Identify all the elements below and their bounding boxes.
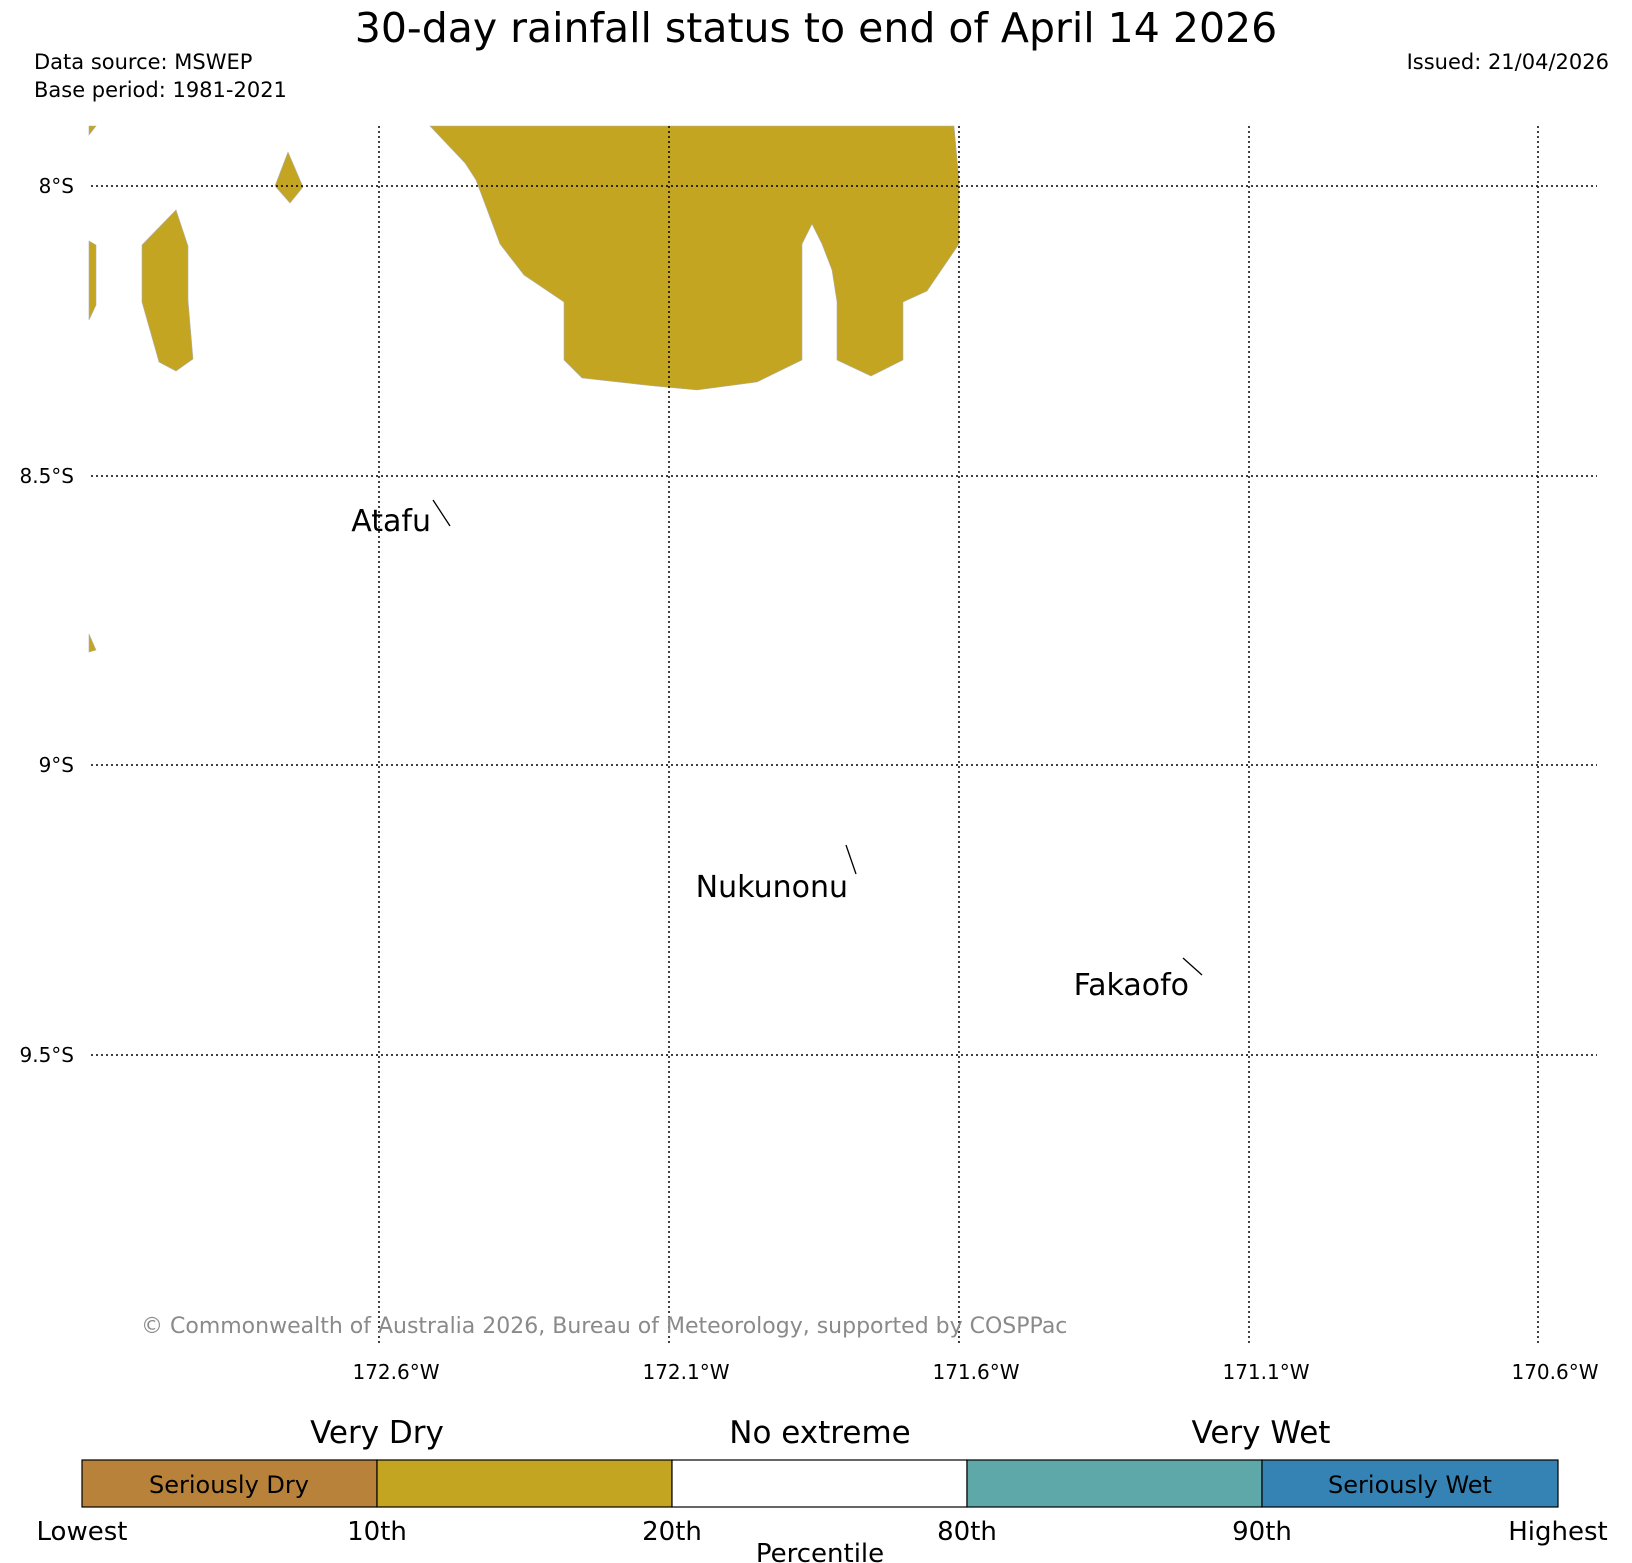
lon-label: 171.1°W: [1222, 1360, 1309, 1384]
legend-tick: 20th: [642, 1517, 702, 1547]
copyright-notice: © Commonwealth of Australia 2026, Bureau…: [141, 1314, 1067, 1339]
lat-labels: 8°S 8.5°S 9°S 9.5°S: [19, 174, 74, 1067]
legend-tick: Highest: [1508, 1517, 1608, 1547]
lon-label: 171.6°W: [932, 1360, 1019, 1384]
very-dry-region-edge-a: [88, 240, 97, 321]
legend-bin-very-wet: [966, 1459, 1263, 1508]
legend-tick: Lowest: [37, 1517, 128, 1547]
issued-date-label: Issued: 21/04/2026: [1406, 50, 1609, 74]
legend-tick: 80th: [937, 1517, 997, 1547]
base-period-label: Base period: 1981-2021: [34, 78, 287, 102]
very-dry-region-edge-b: [88, 125, 97, 136]
legend-header-very-wet: Very Wet: [1192, 1415, 1331, 1451]
legend-bin-label: Seriously Dry: [149, 1471, 309, 1499]
very-dry-region-islet-a: [274, 151, 304, 204]
nukunonu-atoll-marker: [845, 844, 857, 875]
lat-label: 8°S: [39, 174, 74, 198]
very-dry-regions: [88, 125, 960, 653]
lon-label: 172.6°W: [352, 1360, 439, 1384]
legend-tick: 10th: [347, 1517, 407, 1547]
legend: Very Dry No extreme Very Wet Seriously D…: [37, 1415, 1608, 1563]
very-dry-region-main: [429, 125, 960, 391]
fakaofo-atoll-marker: [1182, 957, 1203, 976]
lat-label: 9°S: [39, 753, 74, 777]
map-title: 30-day rainfall status to end of April 1…: [354, 4, 1278, 52]
legend-bin-seriously-wet: [1261, 1459, 1559, 1508]
lon-labels: 172.6°W 172.1°W 171.6°W 171.1°W 170.6°W: [352, 1360, 1598, 1384]
legend-header-no-extreme: No extreme: [729, 1415, 910, 1451]
legend-bin-no-extreme: [671, 1459, 968, 1508]
place-label-fakaofo: Fakaofo: [1074, 968, 1189, 1003]
graticule: [91, 126, 1597, 1345]
place-label-atafu: Atafu: [351, 504, 431, 539]
legend-header-very-dry: Very Dry: [310, 1415, 444, 1451]
lat-label: 9.5°S: [19, 1043, 74, 1067]
atafu-atoll-marker: [432, 499, 451, 527]
very-dry-region-edge-c: [88, 633, 97, 653]
legend-tick: 90th: [1232, 1517, 1292, 1547]
place-labels: Atafu Nukunonu Fakaofo: [351, 504, 1189, 1003]
lat-label: 8.5°S: [19, 464, 74, 488]
place-label-nukunonu: Nukunonu: [696, 870, 848, 905]
legend-axis-title: Percentile: [756, 1539, 884, 1563]
lon-label: 170.6°W: [1511, 1360, 1598, 1384]
very-dry-region-islet-b: [141, 209, 194, 372]
lon-label: 172.1°W: [642, 1360, 729, 1384]
legend-bin-very-dry: [376, 1459, 673, 1508]
data-source-label: Data source: MSWEP: [34, 50, 253, 74]
atolls: [432, 499, 1203, 976]
legend-bin-label: Seriously Wet: [1328, 1471, 1492, 1499]
